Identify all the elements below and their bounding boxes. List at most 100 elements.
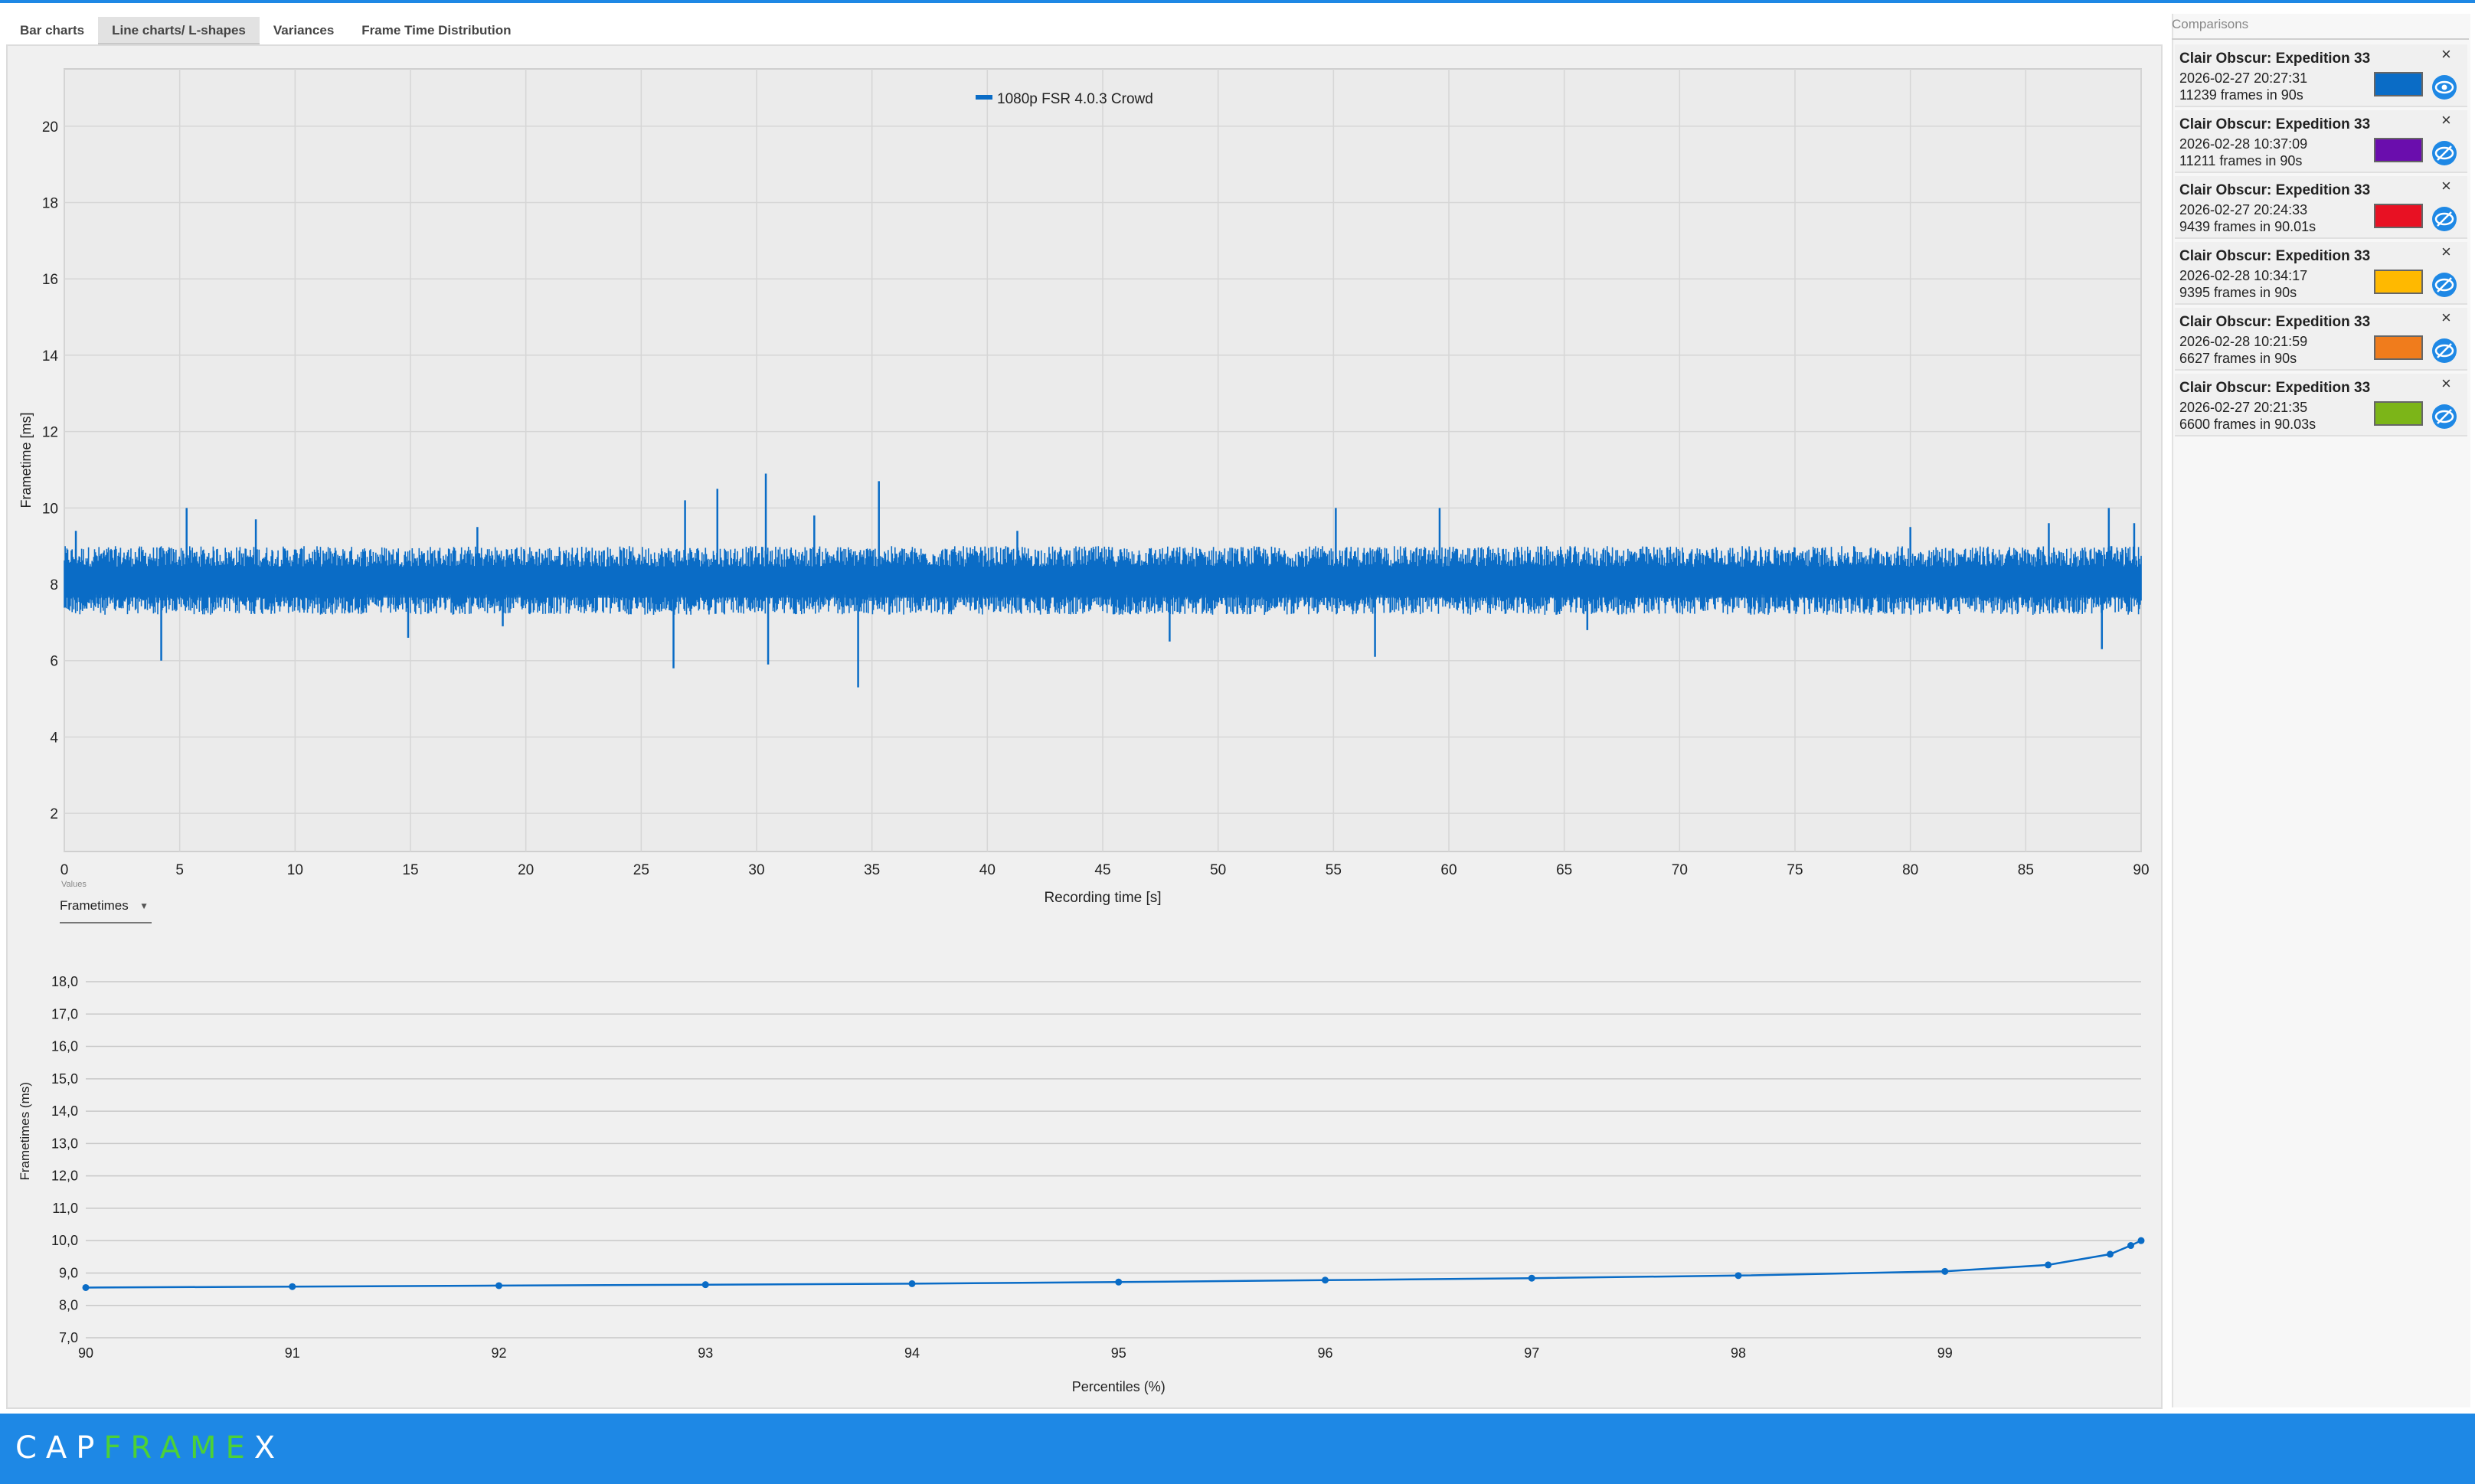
y-tick-label: 8,0: [59, 1298, 78, 1313]
capframex-logo: CAPFRAMEX: [15, 1430, 285, 1466]
comparison-frames: 9395 frames in 90s: [2179, 285, 2297, 300]
color-swatch[interactable]: [2374, 204, 2423, 228]
tab-bar-charts[interactable]: Bar charts: [20, 23, 85, 38]
comparison-item[interactable]: Clair Obscur: Expedition 33 2026-02-28 1…: [2175, 308, 2467, 371]
comparison-date: 2026-02-28 10:34:17: [2179, 268, 2308, 283]
x-tick-label: 99: [1937, 1345, 1953, 1361]
percentile-point: [1941, 1267, 1949, 1275]
y-tick-label: 14,0: [51, 1103, 78, 1119]
x-axis-label: Percentiles (%): [1072, 1379, 1166, 1394]
x-tick-label: 5: [175, 862, 184, 878]
percentile-point: [2137, 1237, 2145, 1244]
color-swatch[interactable]: [2374, 401, 2423, 426]
comparisons-title: Comparisons: [2172, 17, 2249, 31]
x-tick-label: 10: [287, 862, 303, 878]
color-swatch[interactable]: [2374, 270, 2423, 294]
comparison-title: Clair Obscur: Expedition 33: [2179, 314, 2371, 330]
legend-swatch: [976, 95, 992, 100]
y-tick-label: 17,0: [51, 1006, 78, 1021]
x-tick-label: 96: [1317, 1345, 1332, 1361]
comparison-item[interactable]: Clair Obscur: Expedition 33 2026-02-27 2…: [2175, 44, 2467, 107]
eye-off-icon[interactable]: [2432, 207, 2457, 231]
y-tick-label: 18: [42, 195, 58, 211]
percentile-point: [495, 1282, 502, 1290]
x-tick-label: 90: [78, 1345, 93, 1361]
footer-bar: CAPFRAMEX: [0, 1414, 2475, 1484]
y-tick-label: 16: [42, 272, 58, 288]
x-tick-label: 93: [698, 1345, 713, 1361]
color-swatch[interactable]: [2374, 72, 2423, 96]
comparison-frames: 6627 frames in 90s: [2179, 351, 2297, 366]
x-tick-label: 94: [904, 1345, 920, 1361]
close-icon[interactable]: ×: [2441, 44, 2451, 64]
close-icon[interactable]: ×: [2441, 374, 2451, 393]
color-swatch[interactable]: [2374, 138, 2423, 162]
window-top-border: [0, 0, 2475, 3]
x-tick-label: 65: [1556, 862, 1572, 878]
x-tick-label: 30: [748, 862, 764, 878]
comparison-date: 2026-02-27 20:21:35: [2179, 400, 2308, 415]
eye-off-icon[interactable]: [2432, 273, 2457, 297]
percentile-point: [1734, 1272, 1742, 1280]
comparison-item[interactable]: Clair Obscur: Expedition 33 2026-02-27 2…: [2175, 374, 2467, 436]
comparison-item[interactable]: Clair Obscur: Expedition 33 2026-02-27 2…: [2175, 176, 2467, 239]
y-tick-label: 10: [42, 501, 58, 517]
values-dropdown[interactable]: Frametimes ▼: [60, 894, 152, 923]
percentile-point: [289, 1283, 296, 1290]
tab-line-charts[interactable]: Line charts/ L-shapes: [98, 17, 260, 44]
y-tick-label: 12: [42, 425, 58, 441]
percentile-point: [2107, 1250, 2114, 1258]
percentile-point: [701, 1281, 709, 1289]
comparison-title: Clair Obscur: Expedition 33: [2179, 380, 2371, 396]
percentile-point: [2045, 1261, 2052, 1269]
color-swatch[interactable]: [2374, 335, 2423, 360]
y-tick-label: 4: [50, 730, 58, 746]
comparison-date: 2026-02-27 20:24:33: [2179, 202, 2308, 217]
percentile-point: [1321, 1276, 1329, 1284]
x-tick-label: 95: [1111, 1345, 1126, 1361]
comparison-title: Clair Obscur: Expedition 33: [2179, 248, 2371, 264]
y-tick-label: 6: [50, 654, 58, 670]
eye-icon[interactable]: [2432, 75, 2457, 100]
eye-off-icon[interactable]: [2432, 338, 2457, 363]
eye-off-icon[interactable]: [2432, 141, 2457, 165]
comparison-date: 2026-02-28 10:37:09: [2179, 136, 2308, 152]
y-tick-label: 14: [42, 348, 59, 364]
tab-frame-time-distribution[interactable]: Frame Time Distribution: [361, 23, 512, 38]
comparison-date: 2026-02-27 20:27:31: [2179, 70, 2308, 86]
comparison-date: 2026-02-28 10:21:59: [2179, 334, 2308, 349]
x-axis-label: Recording time [s]: [1044, 890, 1161, 906]
x-tick-label: 80: [1902, 862, 1918, 878]
y-tick-label: 8: [50, 577, 58, 593]
close-icon[interactable]: ×: [2441, 308, 2451, 327]
x-tick-label: 97: [1524, 1345, 1539, 1361]
x-tick-label: 40: [979, 862, 996, 878]
y-tick-label: 2: [50, 806, 58, 822]
y-tick-label: 9,0: [59, 1265, 78, 1280]
percentile-point: [908, 1280, 916, 1287]
y-tick-label: 18,0: [51, 974, 78, 989]
comparison-title: Clair Obscur: Expedition 33: [2179, 51, 2371, 67]
close-icon[interactable]: ×: [2441, 176, 2451, 195]
x-tick-label: 85: [2018, 862, 2034, 878]
comparisons-divider: [2172, 38, 2469, 40]
y-tick-label: 11,0: [52, 1201, 78, 1216]
close-icon[interactable]: ×: [2441, 242, 2451, 261]
comparison-item[interactable]: Clair Obscur: Expedition 33 2026-02-28 1…: [2175, 110, 2467, 173]
frametime-chart: 0 5 10 15 20 25 30 35 40 45 50 55 60 65 70 75 80 85 90 2 4 6 8…: [18, 68, 2150, 906]
close-icon[interactable]: ×: [2441, 110, 2451, 129]
x-tick-label: 20: [518, 862, 534, 878]
tab-variances[interactable]: Variances: [273, 23, 335, 38]
values-dropdown-label: Frametimes: [60, 898, 129, 913]
percentile-point: [82, 1283, 90, 1291]
chevron-down-icon: ▼: [139, 901, 149, 911]
y-axis-label: Frametimes (ms): [18, 1082, 32, 1180]
x-tick-label: 60: [1440, 862, 1457, 878]
percentile-point: [1528, 1274, 1535, 1282]
comparison-item[interactable]: Clair Obscur: Expedition 33 2026-02-28 1…: [2175, 242, 2467, 305]
x-tick-label: 55: [1326, 862, 1342, 878]
eye-off-icon[interactable]: [2432, 404, 2457, 429]
x-tick-label: 15: [402, 862, 418, 878]
x-tick-label: 50: [1210, 862, 1226, 878]
percentile-point: [1115, 1278, 1123, 1286]
